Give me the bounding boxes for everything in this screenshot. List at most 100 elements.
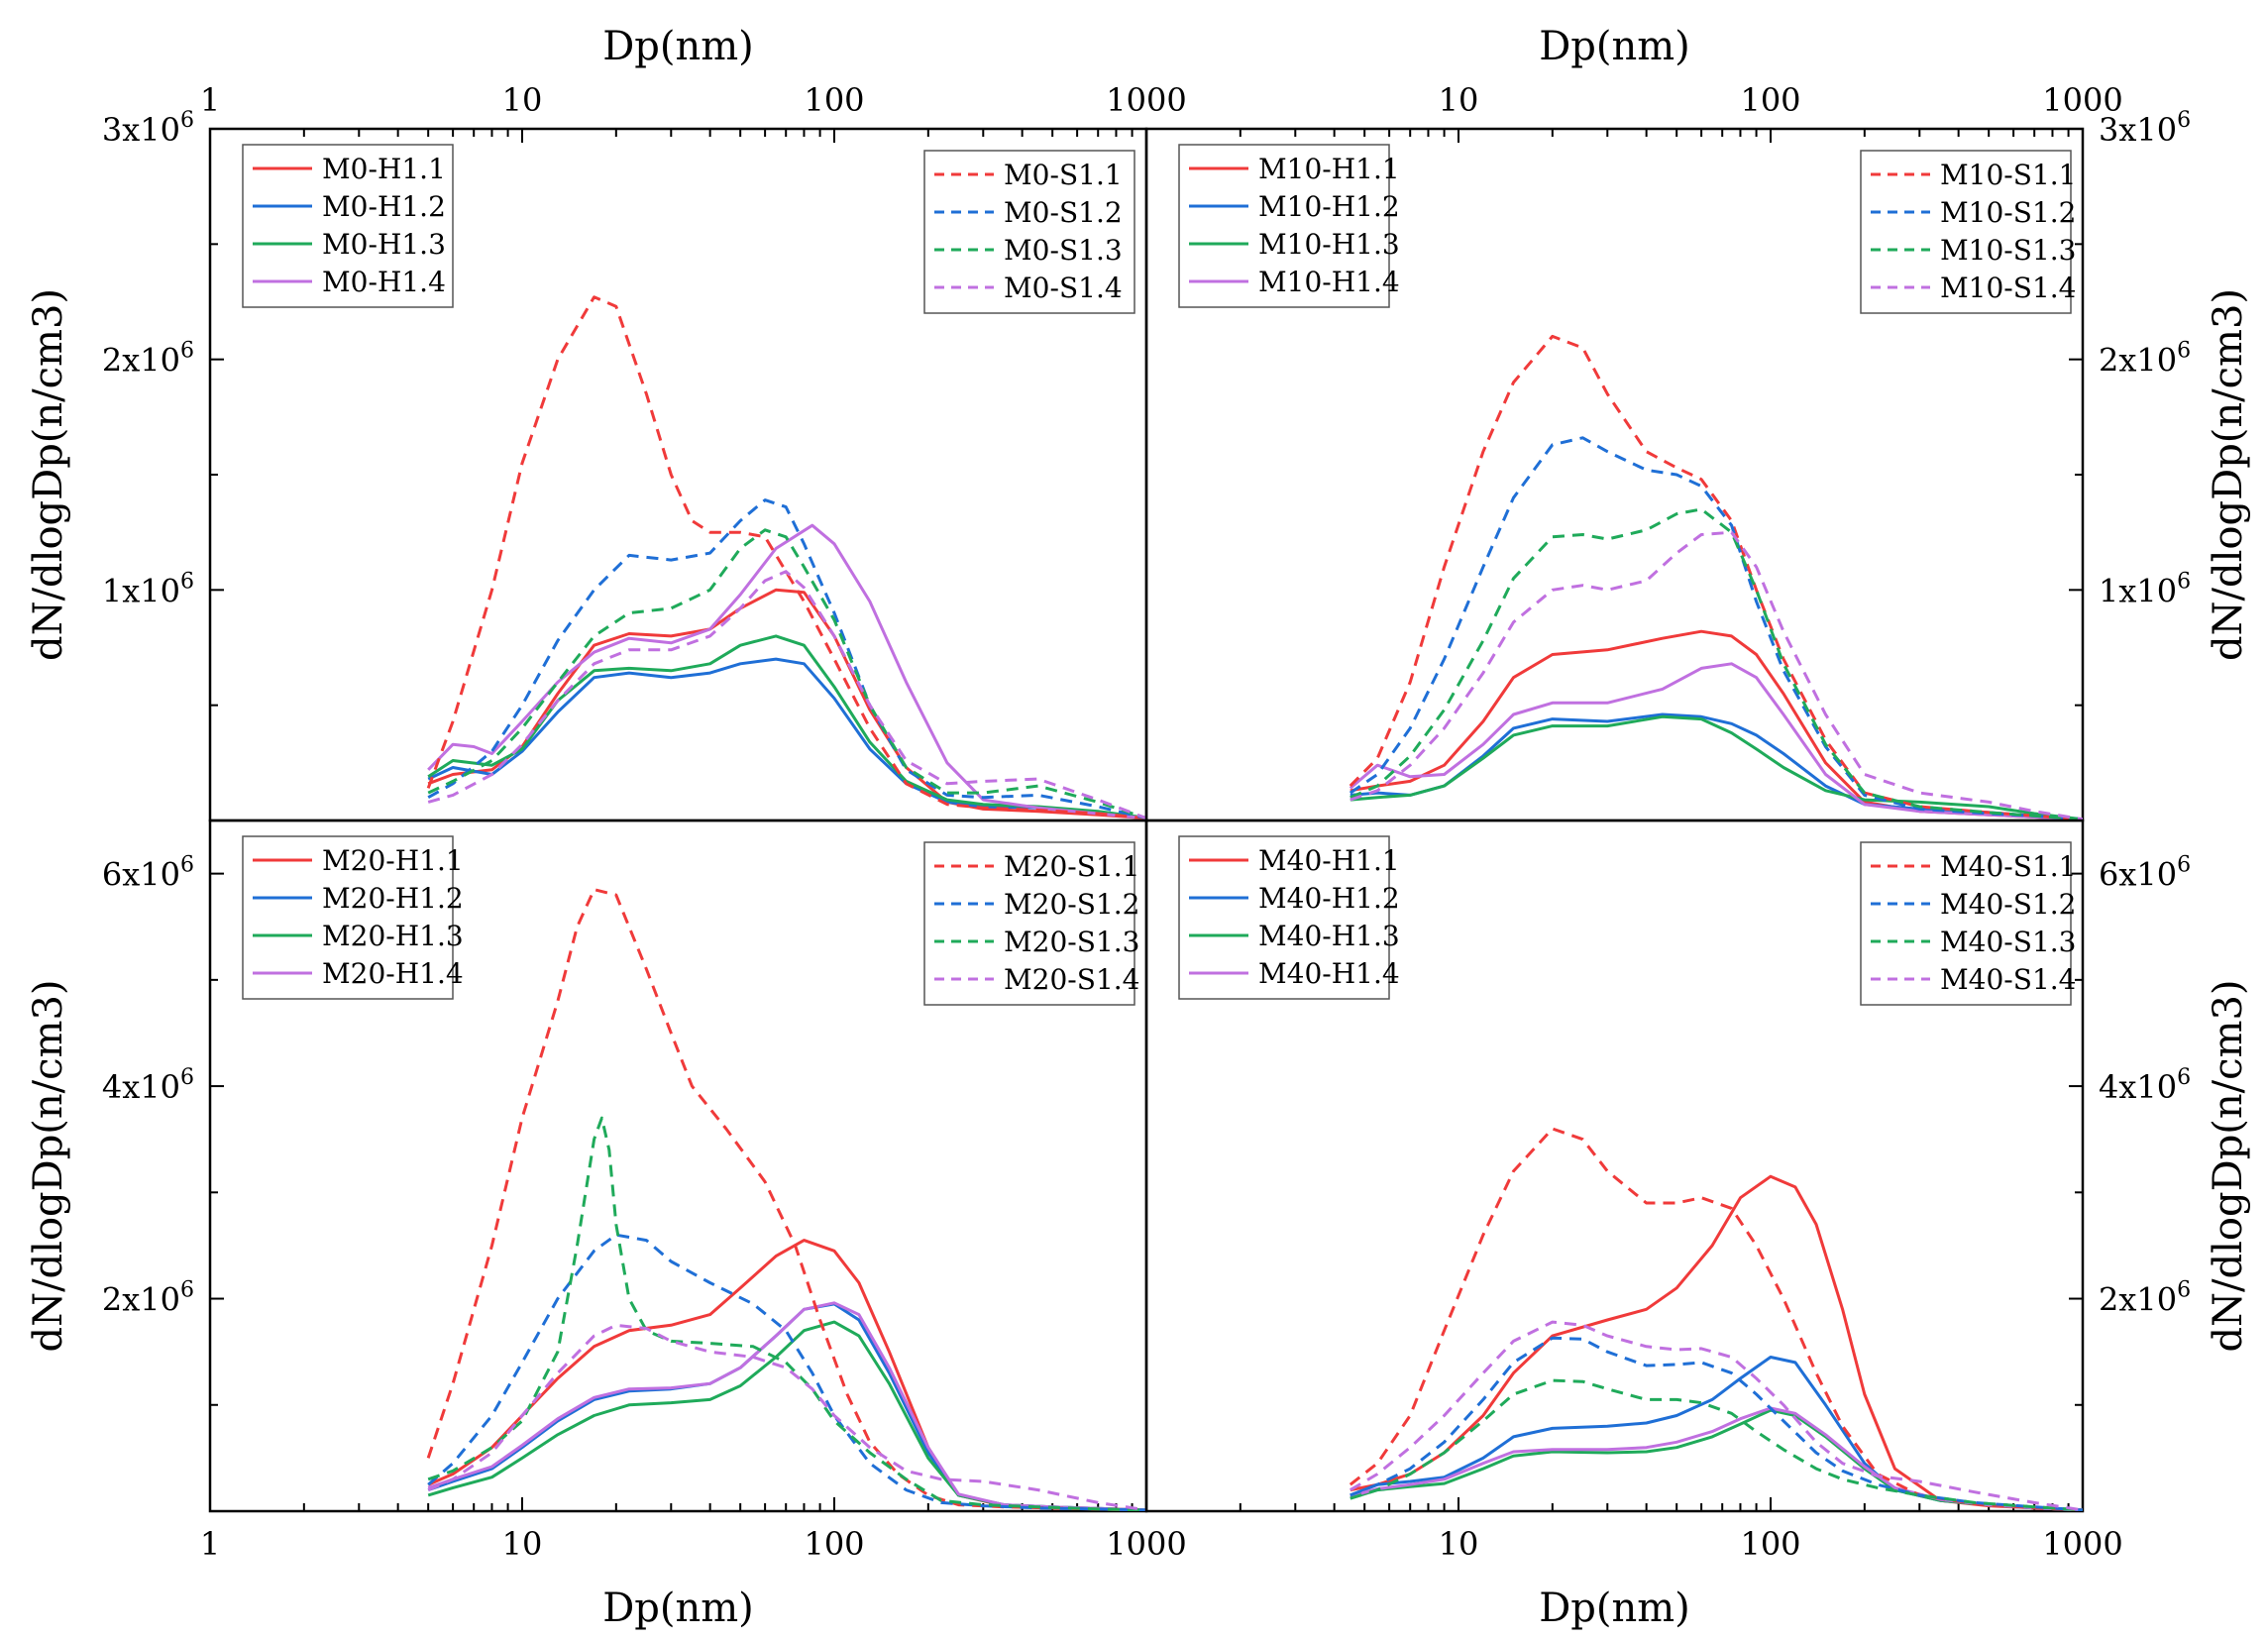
- legend-label: M10-S1.1: [1940, 159, 2076, 191]
- y-tick-label-base: 3x10: [2099, 111, 2177, 149]
- y-axis-title: dN/dlogDp(n/cm3): [2206, 288, 2251, 661]
- y-tick-label-exponent: 6: [180, 108, 194, 133]
- legend-dashed: M20-S1.1 M20-S1.2 M20-S1.3 M20-S1.4: [923, 841, 1139, 1006]
- legend-label: M40-S1.2: [1940, 888, 2076, 921]
- legend-dashed: M40-S1.1 M40-S1.2 M40-S1.3 M40-S1.4: [1860, 841, 2076, 1006]
- y-tick-label: 2x106: [2099, 339, 2191, 380]
- series-line-M0-S1.3: [427, 528, 1146, 820]
- x-axis-title: Dp(nm): [1539, 24, 1690, 69]
- y-tick-label: 6x106: [102, 853, 194, 894]
- series-line-M10-H1.3: [1350, 714, 2083, 820]
- y-tick-label: 1x106: [2099, 569, 2191, 609]
- y-tick-label-exponent: 6: [180, 339, 194, 364]
- y-tick-label-exponent: 6: [2177, 339, 2191, 364]
- x-axis-title: Dp(nm): [602, 24, 754, 69]
- legend-label: M10-S1.4: [1940, 272, 2076, 304]
- y-tick-label-exponent: 6: [2177, 569, 2191, 594]
- series-line-M0-S1.1: [426, 295, 1146, 820]
- legend-label: M0-H1.2: [322, 190, 446, 223]
- panel-M10: 10 100 1000Dp(nm)1x1062x1063x106dN/dlogDp(…: [1144, 24, 2251, 822]
- series-line-M20-H1.4: [427, 1301, 1146, 1511]
- series-line-M10-S1.2: [1349, 436, 2083, 820]
- x-axis-title: Dp(nm): [1539, 1586, 1690, 1631]
- legend-label: M20-S1.4: [1004, 963, 1139, 996]
- y-tick-label-base: 2x10: [102, 342, 180, 380]
- x-tick-label: 100: [1740, 1525, 1800, 1563]
- legend-label: M20-S1.3: [1004, 926, 1139, 958]
- legend-label: M0-H1.4: [322, 266, 446, 298]
- legend-solid: M0-H1.1 M0-H1.2 M0-H1.3 M0-H1.4: [242, 144, 454, 308]
- y-tick-label: 2x106: [2099, 1278, 2191, 1319]
- series-line-M0-H1.4: [427, 523, 1146, 820]
- x-tick-label: 1000: [2042, 1525, 2122, 1563]
- x-tick-label: 100: [1740, 81, 1800, 119]
- x-axis-title: Dp(nm): [602, 1586, 754, 1631]
- y-axis-title: dN/dlogDp(n/cm3): [2206, 979, 2251, 1352]
- legend-label: M0-H1.1: [322, 153, 446, 185]
- legend-dashed: M10-S1.1 M10-S1.2 M10-S1.3 M10-S1.4: [1860, 150, 2076, 314]
- series-line-M0-S1.4: [427, 570, 1146, 820]
- y-tick-label: 3x106: [102, 108, 194, 149]
- y-tick-label-exponent: 6: [2177, 1278, 2191, 1303]
- panel-M40: 10 100 1000Dp(nm)2x1064x1066x106dN/dlogDp(…: [1144, 819, 2251, 1631]
- series-line-M10-S1.1: [1349, 334, 2083, 820]
- y-tick-label: 6x106: [2099, 853, 2191, 894]
- y-tick-label: 1x106: [102, 569, 194, 609]
- x-tick-label: 1000: [2042, 81, 2122, 119]
- x-tick-label: 10: [1439, 1525, 1479, 1563]
- y-tick-label-exponent: 6: [180, 1065, 194, 1090]
- series-line-M40-S1.3: [1350, 1378, 2083, 1511]
- panel-M20: 1 10 100 1000Dp(nm)2x1064x1066x106dN/dlogDp…: [26, 819, 1187, 1631]
- y-tick-label-base: 3x10: [102, 111, 180, 149]
- legend-label: M20-H1.1: [322, 844, 464, 877]
- y-tick-label: 4x106: [102, 1065, 194, 1106]
- y-tick-label-exponent: 6: [2177, 1065, 2191, 1090]
- series-line-M0-H1.3: [427, 634, 1146, 820]
- legend-label: M20-S1.1: [1004, 850, 1139, 883]
- y-tick-label-exponent: 6: [180, 569, 194, 594]
- x-tick-label: 10: [502, 81, 543, 119]
- legend-label: M20-S1.2: [1004, 888, 1139, 921]
- series-line-M10-H1.4: [1349, 662, 2083, 820]
- series-group: [426, 888, 1146, 1511]
- y-tick-label: 2x106: [102, 339, 194, 380]
- legend-label: M40-S1.3: [1940, 926, 2076, 958]
- legend-label: M40-H1.3: [1258, 920, 1400, 952]
- plot-frame: [1144, 819, 2085, 1513]
- y-tick-label-base: 4x10: [2099, 1068, 2177, 1106]
- legend-label: M20-H1.2: [322, 882, 464, 915]
- y-tick-label-base: 2x10: [102, 1281, 180, 1319]
- y-axis-title: dN/dlogDp(n/cm3): [26, 979, 71, 1352]
- legend-label: M10-S1.3: [1940, 234, 2076, 267]
- legend-label: M0-S1.2: [1004, 196, 1123, 229]
- legend-solid: M40-H1.1 M40-H1.2 M40-H1.3 M40-H1.4: [1178, 835, 1400, 1000]
- legend-label: M10-S1.2: [1940, 196, 2076, 229]
- y-tick-label-base: 2x10: [2099, 342, 2177, 380]
- x-tick-label: 1: [200, 1525, 220, 1563]
- legend-label: M40-H1.1: [1258, 844, 1400, 877]
- x-tick-label: 100: [804, 1525, 864, 1563]
- y-tick-label-exponent: 6: [2177, 853, 2191, 878]
- legend-label: M10-H1.4: [1258, 266, 1400, 298]
- legend-dashed: M0-S1.1 M0-S1.2 M0-S1.3 M0-S1.4: [923, 150, 1135, 314]
- legend-label: M40-S1.4: [1940, 963, 2076, 996]
- legend-label: M0-S1.1: [1004, 159, 1123, 191]
- y-tick-label-base: 1x10: [102, 572, 180, 609]
- y-tick-label: 2x106: [102, 1278, 194, 1319]
- x-tick-label: 1: [200, 81, 220, 119]
- y-tick-label-base: 6x10: [102, 856, 180, 894]
- x-tick-label: 10: [1439, 81, 1479, 119]
- series-line-M20-S1.3: [427, 1116, 1146, 1511]
- panel-M0: 1 10 100 1000Dp(nm)1x1062x1063x106dN/dlogDp…: [26, 24, 1187, 822]
- y-tick-label-exponent: 6: [180, 853, 194, 878]
- legend-label: M0-H1.3: [322, 228, 446, 261]
- y-tick-label-exponent: 6: [2177, 108, 2191, 133]
- y-tick-label-base: 4x10: [102, 1068, 180, 1106]
- y-axis-title: dN/dlogDp(n/cm3): [26, 288, 71, 661]
- legend-label: M40-S1.1: [1940, 850, 2076, 883]
- y-tick-label: 4x106: [2099, 1065, 2191, 1106]
- x-tick-label: 100: [804, 81, 864, 119]
- series-line-M40-S1.4: [1350, 1320, 2083, 1511]
- legend-solid: M10-H1.1 M10-H1.2 M10-H1.3 M10-H1.4: [1178, 144, 1400, 308]
- x-tick-label: 10: [502, 1525, 543, 1563]
